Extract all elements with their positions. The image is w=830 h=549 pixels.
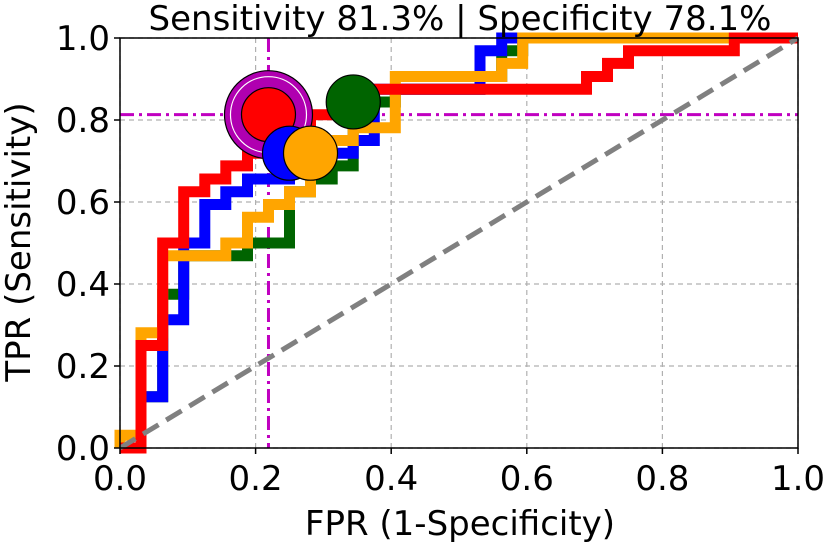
y-tick-label: 0.2 [56,347,110,387]
x-axis-label: FPR (1-Specificity) [305,504,615,544]
x-tick-label: 0.0 [93,459,147,499]
chance-diagonal [118,35,800,451]
x-tick-label: 1.0 [771,459,825,499]
x-tick-label: 0.4 [364,459,418,499]
operating-points [223,70,381,181]
plot-frame [119,37,799,449]
operating-point-orange [282,125,339,181]
y-tick-label: 0.6 [56,183,110,223]
y-tick-label: 0.0 [56,429,110,469]
x-tick-label: 0.8 [635,459,689,499]
y-tick-label: 1.0 [56,19,110,59]
y-axis-label: TPR (Sensitivity) [0,102,39,382]
axis-ticks: 0.0 0.2 0.4 0.6 0.8 1.0 0.0 0.2 0.4 0.6 0.8 1.0 [56,19,825,499]
x-tick-label: 0.6 [500,459,554,499]
chance-diagonal-line [118,35,800,451]
chart-title: Sensitivity 81.3% | Specificity 78.1% [149,0,772,39]
y-tick-label: 0.8 [56,101,110,141]
y-tick-label: 0.4 [56,265,110,305]
operating-point-green [325,74,381,130]
x-tick-label: 0.2 [229,459,283,499]
